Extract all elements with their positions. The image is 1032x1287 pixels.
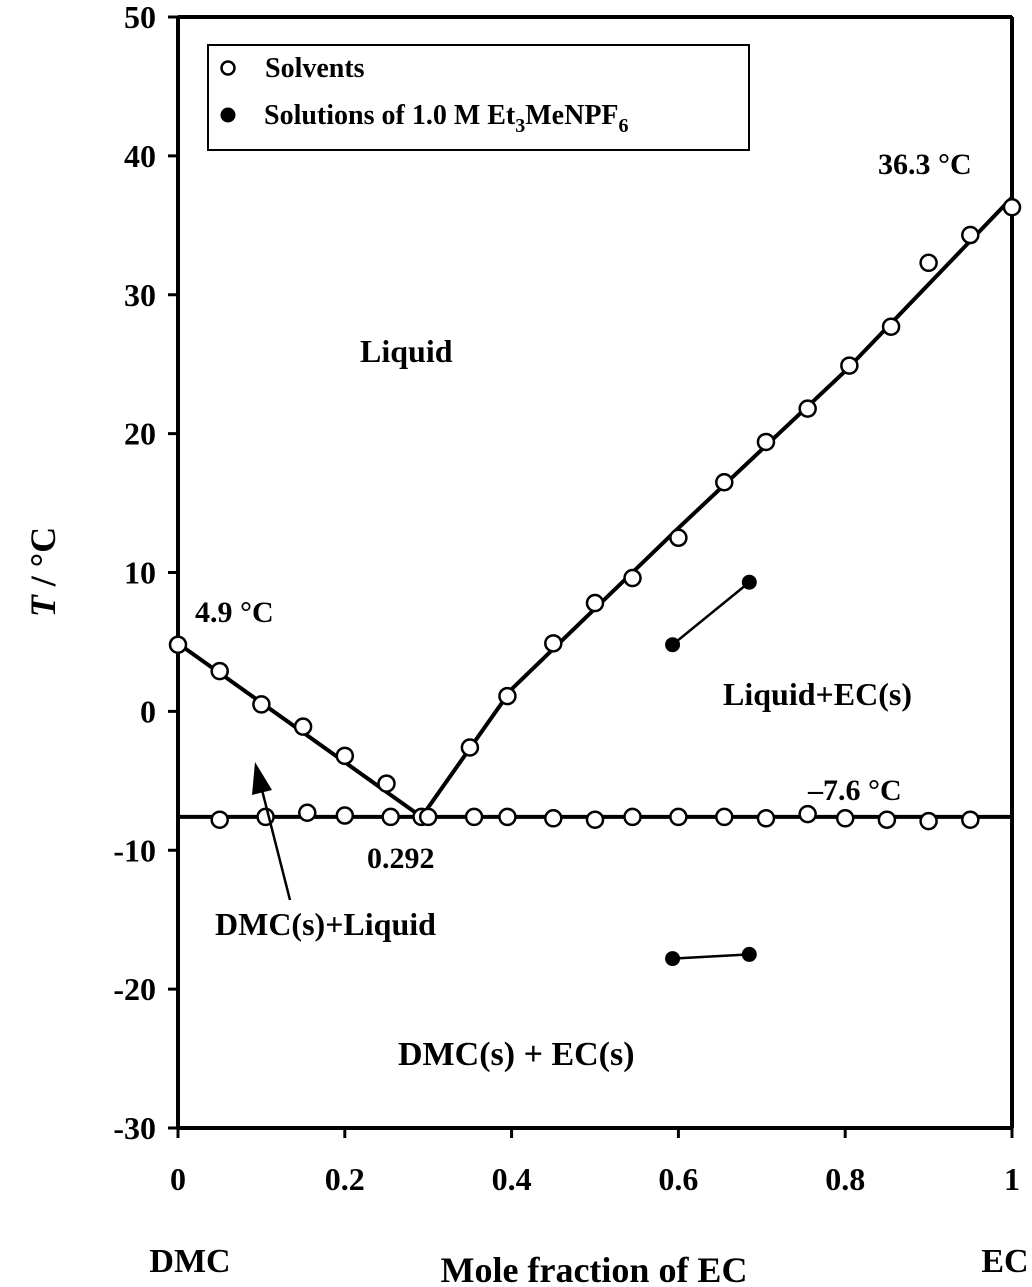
- open-circle-marker: [210, 661, 229, 681]
- dmc-melting-point-label: 4.9 °C: [195, 596, 274, 629]
- open-circle-marker: [293, 717, 313, 736]
- y-tick-label: -10: [113, 832, 156, 868]
- x-end-label-ec: EC: [981, 1243, 1028, 1280]
- open-circle-marker: [881, 317, 901, 336]
- open-circle-marker: [335, 806, 355, 825]
- x-axis-title: Mole fraction of EC: [441, 1250, 748, 1287]
- legend: Solvents Solutions of 1.0 M Et3MeNPF6: [207, 44, 750, 151]
- open-circle-marker: [252, 695, 271, 714]
- open-circle-marker: [715, 472, 734, 492]
- region-label-liquid: Liquid: [360, 333, 453, 369]
- y-tick-label: 20: [124, 416, 156, 452]
- filled-circle-marker: [665, 951, 681, 967]
- open-circle-icon: [220, 60, 236, 76]
- open-circle-marker: [1002, 198, 1022, 217]
- y-axis-ticks: 50 40 30 20 10 0 -10 -20 -30: [113, 0, 178, 1146]
- solution-connector: [672, 953, 750, 960]
- legend-label-solutions: Solutions of 1.0 M Et3MeNPF6: [264, 100, 629, 137]
- open-circle-marker: [585, 593, 605, 613]
- annotations: 4.9 °C 36.3 °C –7.6 °C 0.292 Liquid Liqu…: [195, 148, 972, 1073]
- open-circle-marker: [961, 810, 980, 829]
- open-circle-marker: [669, 528, 688, 548]
- open-circle-marker: [381, 807, 400, 827]
- open-circle-marker: [798, 804, 817, 824]
- x-tick-label: 1: [1004, 1161, 1020, 1197]
- y-tick-label: -20: [113, 971, 156, 1007]
- open-circle-marker: [835, 809, 855, 828]
- y-tick-label: 10: [124, 555, 156, 591]
- legend-box: [207, 44, 750, 151]
- eutectic-temperature-label: –7.6 °C: [807, 774, 902, 807]
- arrow-head-icon: [252, 762, 272, 795]
- open-circle-marker: [756, 432, 776, 452]
- open-circle-marker: [418, 807, 438, 827]
- open-circle-marker: [798, 399, 817, 418]
- region-label-solids: DMC(s) + EC(s): [398, 1036, 635, 1073]
- x-axis-ticks: 0 0.2 0.4 0.6 0.8 1: [170, 1128, 1020, 1197]
- x-tick-label: 0.4: [492, 1161, 532, 1197]
- solution-connector-lines: [671, 581, 751, 960]
- dmc-liquid-arrow: [252, 762, 292, 901]
- filled-circle-marker: [665, 637, 681, 653]
- open-circle-marker: [377, 774, 396, 793]
- x-tick-label: 0.6: [658, 1161, 698, 1197]
- open-circle-marker: [715, 807, 734, 827]
- open-circle-marker: [168, 635, 188, 654]
- open-circle-marker: [210, 810, 229, 829]
- open-circle-marker: [756, 809, 776, 828]
- y-axis-title: T / °C: [23, 527, 63, 617]
- open-circle-marker: [919, 253, 938, 273]
- x-end-label-dmc: DMC: [149, 1243, 230, 1280]
- open-circle-marker: [623, 807, 642, 827]
- x-tick-label: 0.2: [325, 1161, 365, 1197]
- y-tick-label: 30: [124, 277, 156, 313]
- svg-text:T / °C: T / °C: [23, 527, 63, 617]
- open-circle-marker: [669, 807, 688, 827]
- y-tick-label: 50: [124, 0, 156, 35]
- region-label-liquid-ec: Liquid+EC(s): [723, 676, 912, 712]
- open-circle-marker: [585, 810, 605, 829]
- open-circle-marker: [298, 803, 317, 823]
- open-circle-marker: [544, 634, 563, 653]
- legend-label-solvents: Solvents: [265, 53, 365, 84]
- filled-circle-marker: [741, 574, 757, 590]
- open-circle-marker: [464, 807, 484, 827]
- y-tick-label: 40: [124, 138, 156, 174]
- open-circle-marker: [961, 225, 980, 245]
- data-markers: [168, 198, 1022, 967]
- open-circle-marker: [919, 811, 938, 831]
- x-tick-label: 0.8: [825, 1161, 865, 1197]
- open-circle-marker: [544, 809, 563, 828]
- open-circle-marker: [623, 568, 642, 588]
- x-tick-label: 0: [170, 1161, 186, 1197]
- filled-circle-icon: [220, 107, 236, 123]
- open-circle-marker: [460, 738, 480, 757]
- solution-connector: [671, 581, 751, 646]
- plot-frame: [176, 15, 1014, 1130]
- filled-circle-marker: [741, 946, 757, 962]
- open-circle-marker: [335, 746, 355, 766]
- eutectic-composition-label: 0.292: [367, 842, 435, 875]
- open-circle-marker: [498, 686, 517, 706]
- region-label-dmc-liquid: DMC(s)+Liquid: [215, 906, 436, 942]
- open-circle-marker: [498, 807, 517, 827]
- ec-melting-point-label: 36.3 °C: [878, 148, 972, 181]
- open-circle-marker: [877, 810, 897, 829]
- open-circle-marker: [840, 356, 859, 375]
- y-tick-label: 0: [140, 693, 156, 729]
- y-tick-label: -30: [113, 1110, 156, 1146]
- fit-line: [419, 196, 1014, 819]
